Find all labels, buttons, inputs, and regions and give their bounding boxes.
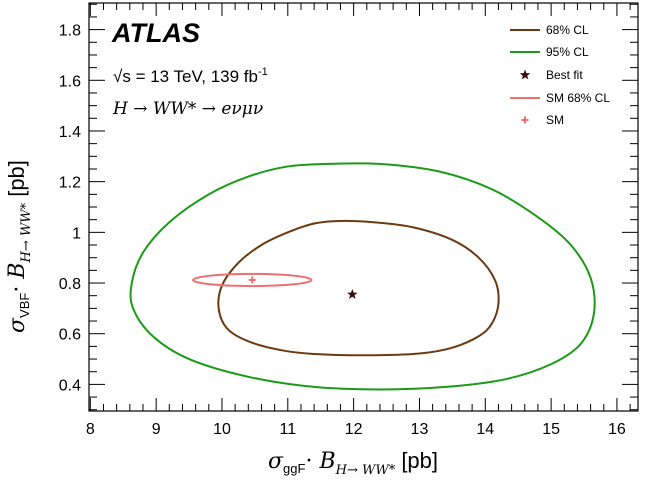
legend-label: SM (546, 113, 564, 127)
x-axis-sigma: σ (268, 449, 284, 474)
x-tick-label: 13 (411, 421, 429, 438)
best-fit-marker (347, 288, 358, 299)
axis-tick-labels: 8 9 10 11 12 13 14 15 16 0.4 0.6 0.8 1 1.2 1.4 1.6 1.8 (59, 23, 626, 438)
y-tick-label: 1.6 (59, 73, 81, 90)
y-tick-label: 1.2 (59, 175, 81, 192)
y-axis-dot: · (5, 279, 30, 293)
x-tick-label: 12 (345, 421, 363, 438)
experiment-label: ATLAS (111, 18, 200, 48)
x-tick-label: 9 (152, 421, 161, 438)
x-axis-unit: [pb] (395, 448, 438, 473)
y-axis-unit: [pb] (4, 160, 29, 203)
y-axis-sub2: H→ WW* (19, 202, 34, 263)
y-axis-sigma: σ (5, 317, 30, 333)
y-tick-label: 0.4 (59, 377, 81, 394)
ellipse-series-3 (192, 272, 313, 288)
x-tick-label: 15 (542, 421, 560, 438)
contour-series-0 (217, 219, 500, 357)
y-tick-label: 1.8 (59, 23, 81, 40)
legend-label: Best fit (546, 68, 583, 82)
x-axis-b: B (318, 449, 335, 474)
y-tick-label: 1.4 (59, 124, 81, 141)
y-tick-label: 0.6 (59, 327, 81, 344)
y-axis-title: σVBF· BH→ WW* [pb] (4, 160, 34, 333)
sqrt-s: √s (113, 67, 131, 86)
x-axis-sub1: ggF (283, 461, 305, 476)
lumi-exponent: -1 (258, 66, 268, 78)
series-layer (129, 162, 596, 391)
x-tick-label: 8 (86, 421, 95, 438)
process-label: H → WW* → eνμν (112, 99, 263, 119)
y-tick-label: 1 (72, 225, 81, 242)
x-axis-sub2: H→ WW* (335, 463, 396, 478)
x-axis-dot: · (305, 449, 319, 474)
legend-swatch (519, 69, 531, 80)
legend-label: SM 68% CL (546, 91, 610, 105)
x-tick-label: 10 (213, 421, 231, 438)
y-tick-label: 0.8 (59, 276, 81, 293)
y-axis-b: B (5, 263, 30, 280)
sm-marker (248, 276, 256, 284)
energy-text: = 13 TeV, 139 fb (131, 67, 258, 86)
contour-series-1 (129, 162, 596, 391)
legend-label: 95% CL (546, 45, 589, 59)
legend: 68% CL 95% CL Best fit SM 68% CL SM (510, 23, 610, 127)
axis-ticks (89, 3, 638, 411)
energy-lumi-label: √s = 13 TeV, 139 fb-1 (113, 66, 268, 86)
x-tick-label: 11 (279, 421, 296, 438)
legend-swatch (521, 116, 529, 124)
legend-label: 68% CL (546, 23, 589, 37)
x-tick-label: 14 (476, 421, 494, 438)
x-axis-title: σggF· BH→ WW* [pb] (268, 448, 438, 478)
x-tick-label: 16 (608, 421, 626, 438)
y-axis-sub1: VBF (17, 293, 32, 318)
